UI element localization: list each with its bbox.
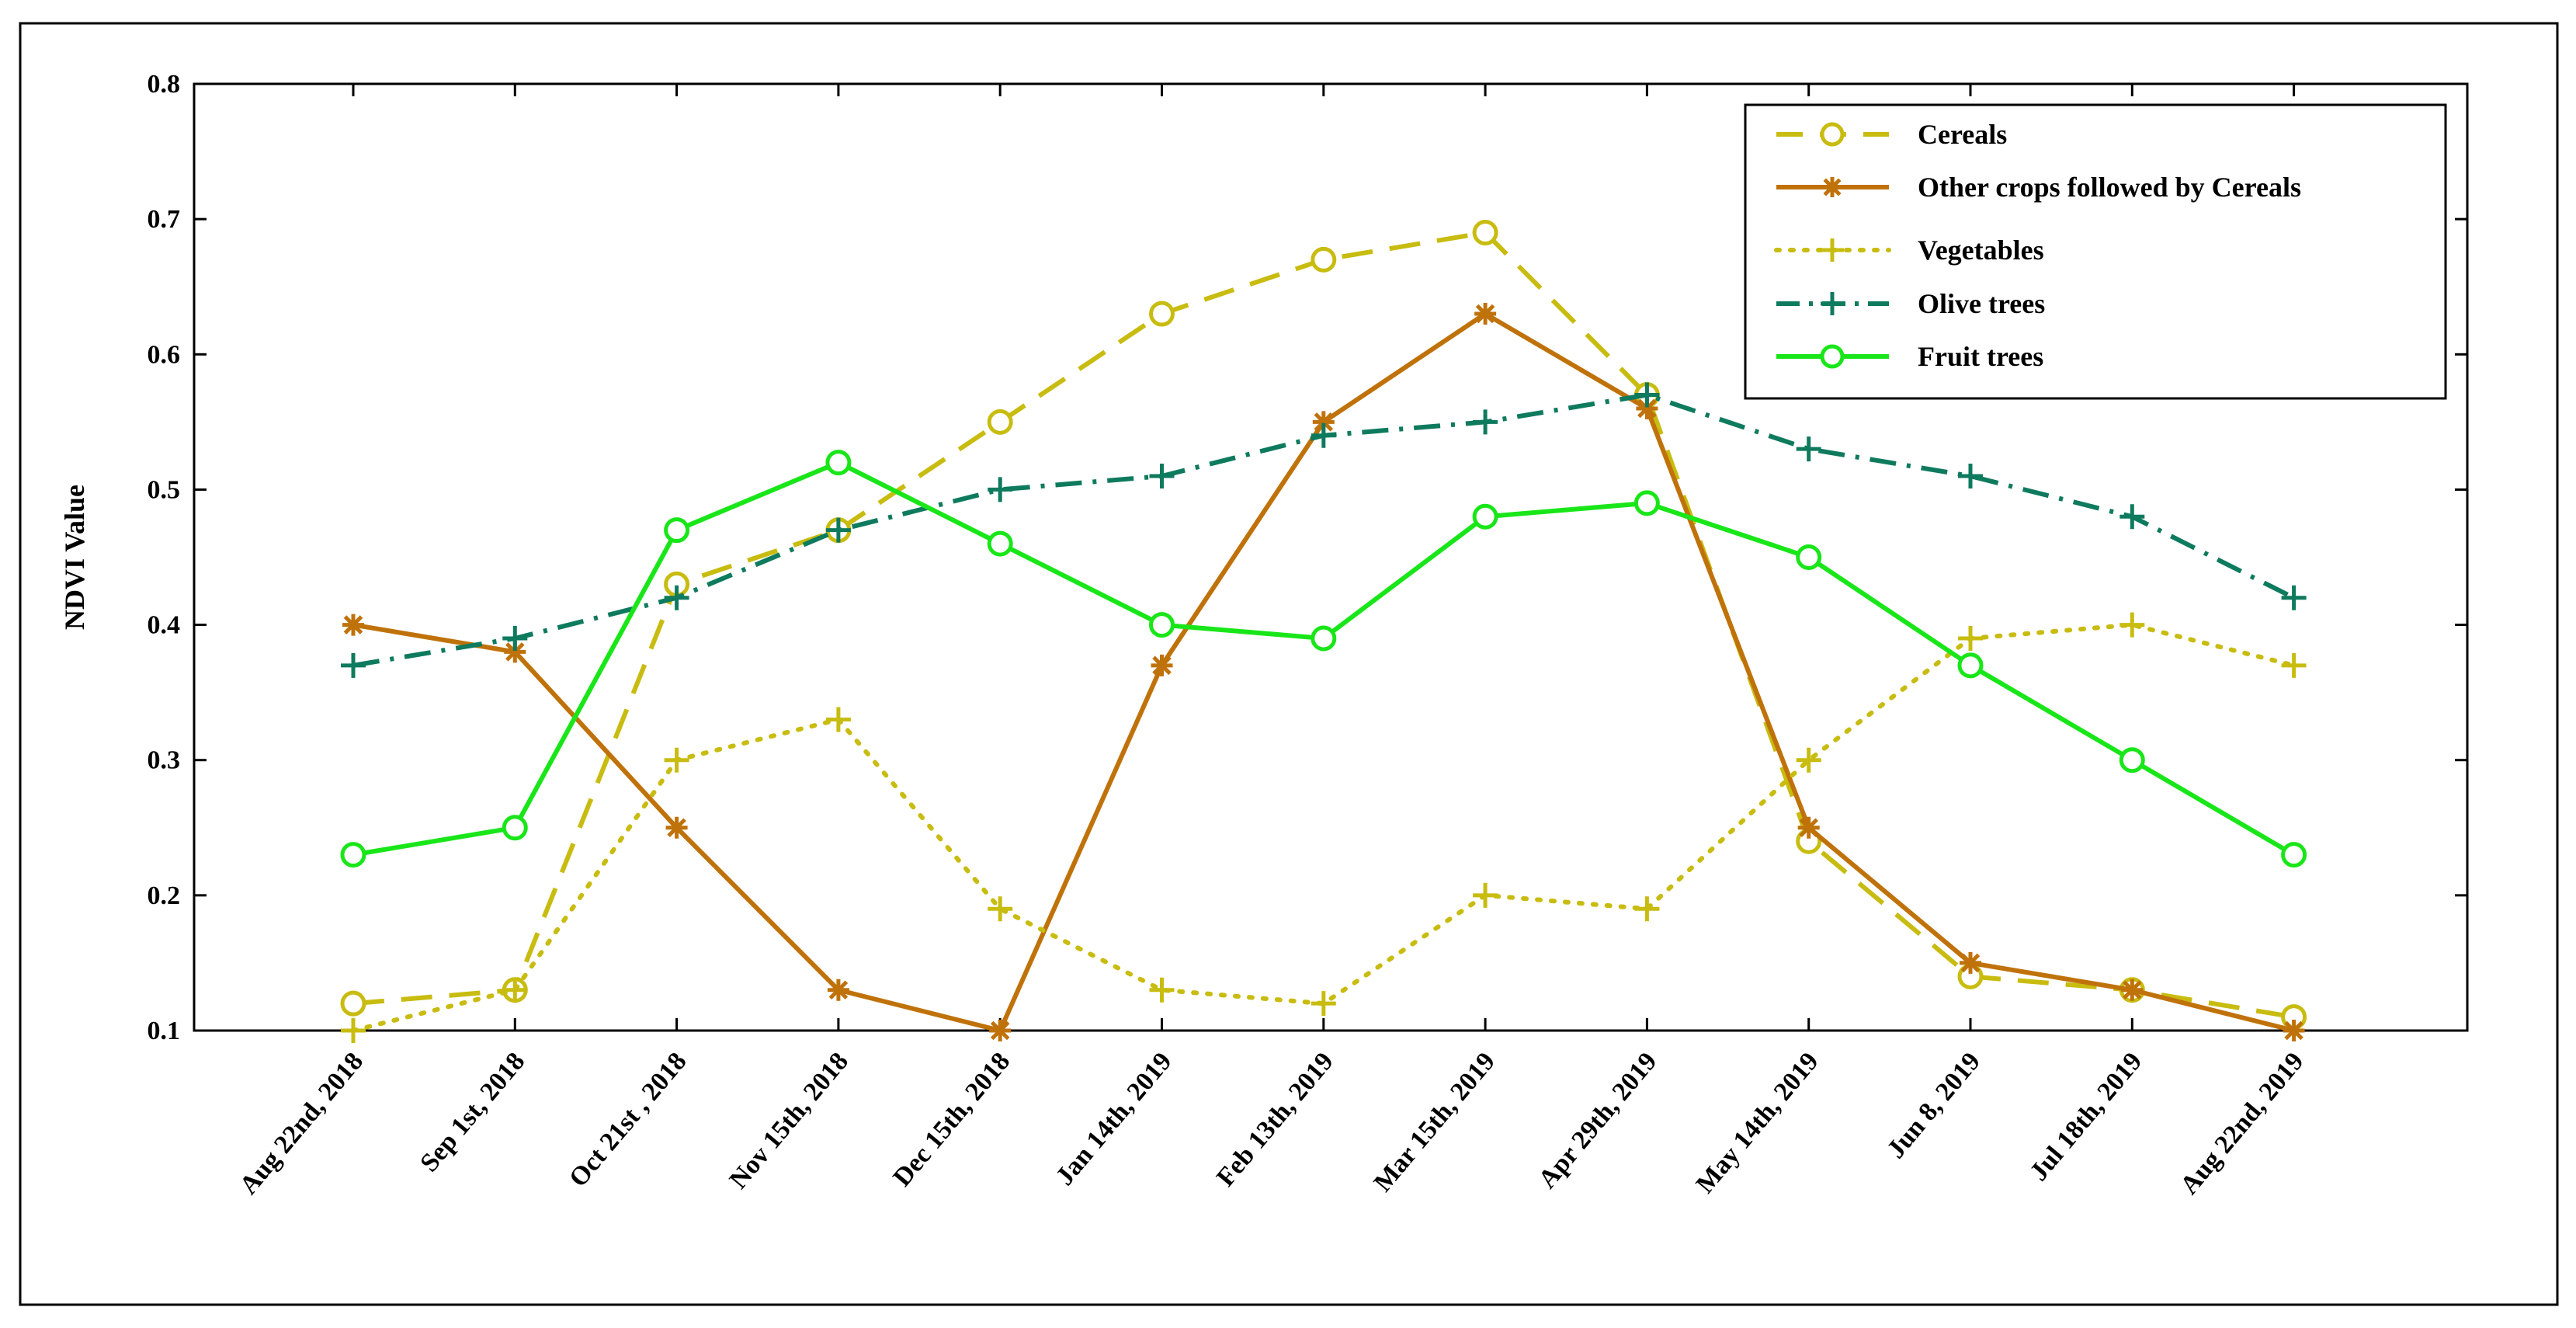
marker-asterisk: [827, 979, 849, 1001]
marker-circle: [1957, 652, 1984, 679]
marker-plus: [1958, 625, 1983, 651]
series-olive-trees: [341, 382, 2307, 678]
marker-plus: [664, 747, 689, 773]
marker-asterisk: [665, 816, 688, 839]
legend-label: Cereals: [1918, 119, 2007, 150]
marker-plus: [1821, 292, 1844, 315]
marker-plus: [988, 477, 1013, 502]
marker-circle: [1820, 344, 1845, 369]
marker-plus: [2119, 612, 2145, 638]
marker-plus: [2119, 504, 2145, 530]
marker-circle: [1820, 122, 1845, 147]
marker-plus: [1149, 464, 1175, 489]
y-tick-label: 0.3: [148, 746, 181, 775]
marker-asterisk: [2121, 979, 2144, 1001]
legend-label: Vegetables: [1918, 235, 2044, 266]
marker-plus: [1634, 896, 1660, 922]
marker-plus: [664, 585, 689, 610]
marker-circle: [664, 517, 690, 544]
marker-circle: [825, 450, 852, 476]
marker-plus: [1473, 882, 1498, 908]
legend-item: Other crops followed by Cereals: [1776, 172, 2301, 203]
marker-asterisk: [1797, 816, 1820, 839]
marker-circle: [340, 990, 366, 1017]
marker-asterisk: [1312, 411, 1335, 433]
marker-asterisk: [1636, 397, 1658, 419]
legend-item: Olive trees: [1776, 288, 2045, 319]
marker-plus: [1796, 436, 1821, 462]
marker-circle: [1633, 490, 1660, 516]
y-tick-label: 0.1: [148, 1017, 181, 1045]
marker-asterisk: [1474, 303, 1497, 325]
y-tick-label: 0.6: [148, 340, 181, 369]
marker-circle: [2281, 842, 2307, 868]
marker-asterisk: [1151, 654, 1173, 676]
marker-circle: [2119, 747, 2145, 774]
marker-plus: [341, 652, 366, 678]
y-axis-label: NDVI Value: [59, 485, 90, 630]
marker-circle: [1149, 612, 1175, 638]
series-fruit-trees: [340, 450, 2307, 868]
marker-plus: [1958, 464, 1983, 489]
marker-circle: [1796, 544, 1822, 570]
marker-plus: [1311, 422, 1336, 448]
marker-plus: [988, 896, 1013, 922]
y-tick-label: 0.8: [148, 70, 181, 99]
marker-plus: [1821, 238, 1844, 262]
marker-circle: [502, 815, 528, 841]
marker-asterisk: [1960, 951, 1981, 974]
plot-area: [193, 82, 2469, 1032]
marker-circle: [1149, 301, 1175, 327]
legend-label: Fruit trees: [1918, 341, 2043, 372]
marker-plus: [825, 707, 851, 732]
marker-circle: [987, 530, 1013, 557]
marker-plus: [2281, 652, 2307, 678]
y-tick-label: 0.5: [148, 475, 181, 504]
marker-circle: [1472, 503, 1498, 530]
legend-item: Vegetables: [1774, 235, 2044, 266]
marker-plus: [502, 977, 528, 1003]
marker-asterisk: [342, 614, 364, 636]
marker-plus: [2281, 585, 2307, 610]
marker-plus: [1149, 977, 1175, 1003]
legend-label: Other crops followed by Cereals: [1918, 172, 2301, 203]
marker-circle: [987, 408, 1013, 435]
marker-plus: [1634, 382, 1660, 408]
marker-asterisk: [989, 1020, 1012, 1041]
y-tick-label: 0.7: [148, 205, 181, 234]
y-axis: 0.1 0.2 0.3 0.4 0.5 0.6 0.7 0.8: [148, 70, 2467, 1045]
marker-plus: [1473, 409, 1498, 435]
marker-asterisk: [2283, 1020, 2305, 1041]
legend-item: Cereals: [1776, 119, 2007, 150]
legend-label: Olive trees: [1918, 288, 2045, 319]
marker-circle: [1472, 220, 1498, 246]
legend-item: Fruit trees: [1776, 341, 2043, 372]
series-other-crops-followed-by-cereals: [342, 303, 2305, 1041]
marker-asterisk: [504, 641, 526, 663]
legend: Cereals Other crops followed by Cereals Ve…: [1744, 103, 2447, 400]
marker-plus: [1311, 991, 1336, 1017]
marker-asterisk: [1822, 177, 1842, 197]
marker-plus: [1796, 747, 1821, 773]
marker-plus: [825, 517, 851, 543]
y-tick-label: 0.2: [148, 881, 181, 910]
marker-circle: [1311, 625, 1337, 652]
series-vegetables: [341, 612, 2307, 1043]
marker-plus: [502, 625, 528, 651]
marker-circle: [340, 842, 366, 868]
marker-circle: [1311, 246, 1337, 273]
marker-plus: [341, 1018, 366, 1043]
y-tick-label: 0.4: [148, 611, 181, 640]
